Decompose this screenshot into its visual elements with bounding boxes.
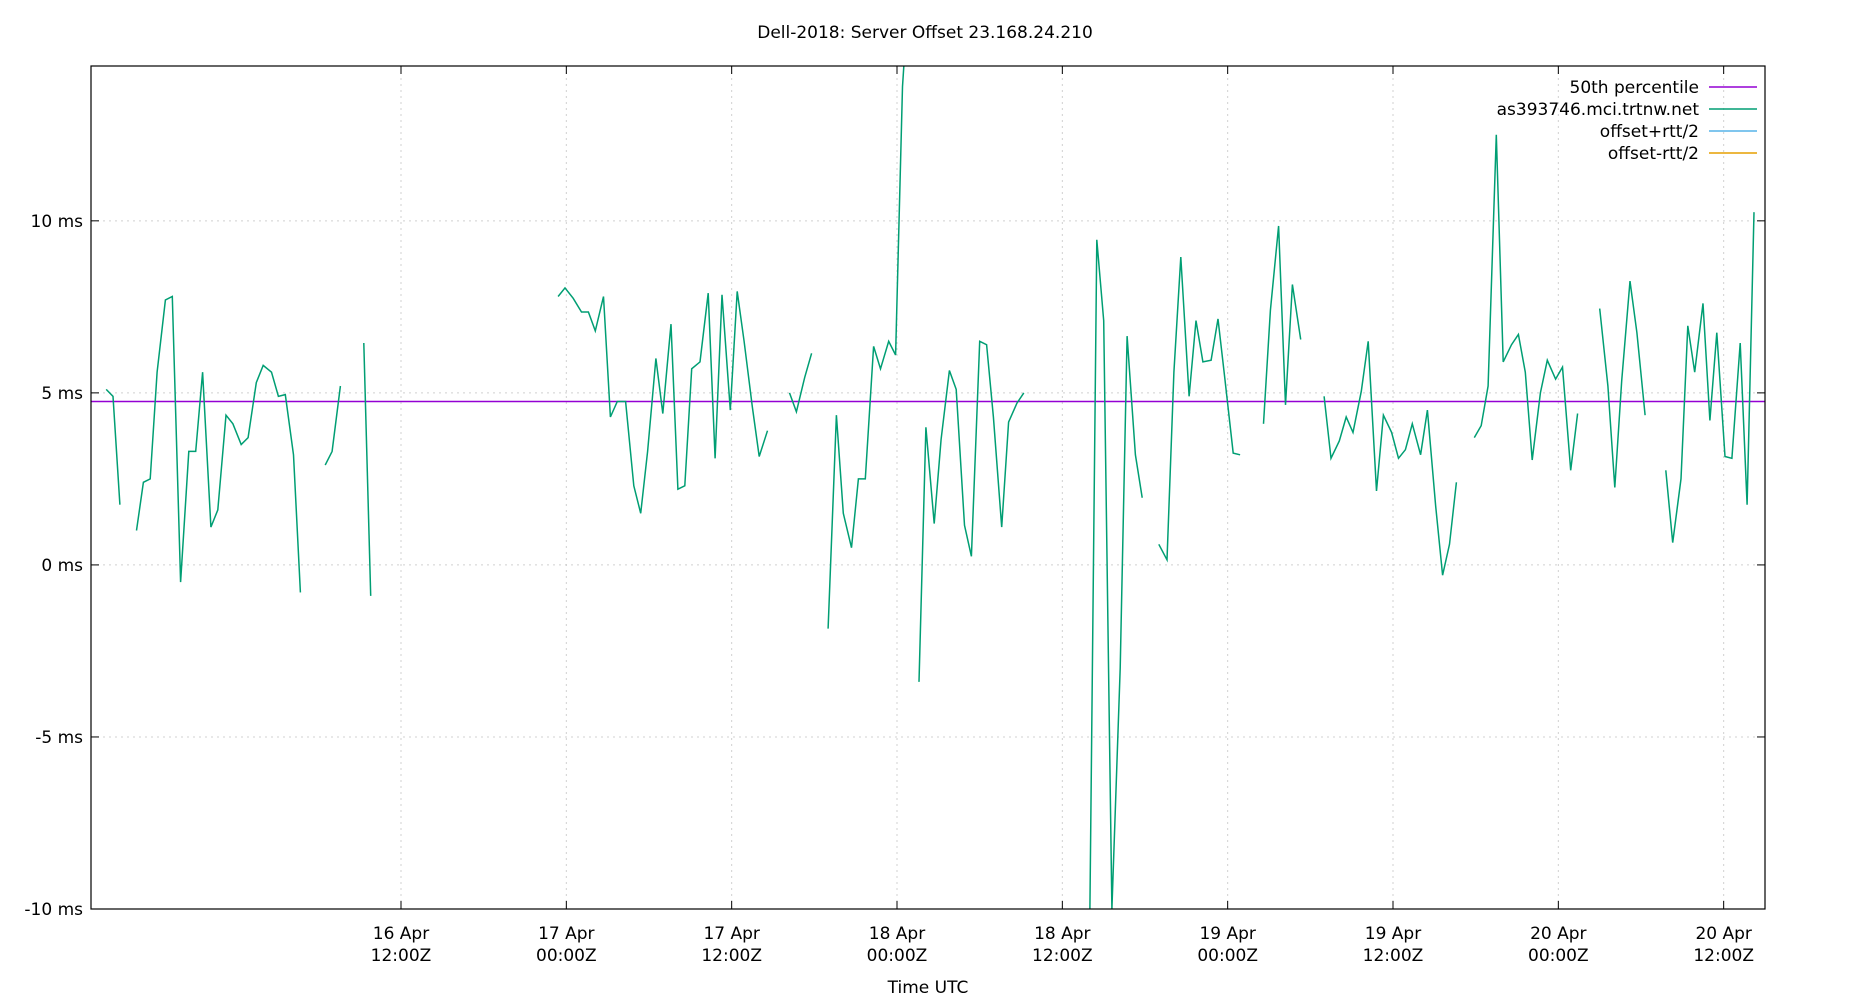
legend-label: as393746.mci.trtnw.net xyxy=(1497,100,1700,120)
x-tick-label-date: 16 Apr xyxy=(373,924,429,944)
series-line-segment xyxy=(105,388,121,505)
x-tick-label-time: 00:00Z xyxy=(1197,946,1258,966)
legend: 50th percentileas393746.mci.trtnw.netoff… xyxy=(1497,78,1757,164)
x-tick-label-time: 12:00Z xyxy=(1032,946,1093,966)
series-line-segment xyxy=(788,353,813,415)
x-tick-label-time: 12:00Z xyxy=(1363,946,1424,966)
legend-label: offset-rtt/2 xyxy=(1608,144,1699,164)
x-tick-label-time: 00:00Z xyxy=(1528,946,1589,966)
x-tick-label-date: 20 Apr xyxy=(1530,924,1586,944)
x-tick-label-time: 00:00Z xyxy=(536,946,597,966)
y-tick-label: 5 ms xyxy=(41,384,83,404)
y-tick-label: 10 ms xyxy=(31,212,84,232)
x-tick-label-date: 19 Apr xyxy=(1199,924,1255,944)
series-line-segment xyxy=(324,385,342,466)
x-tick-label-time: 00:00Z xyxy=(867,946,928,966)
series-line-segment xyxy=(1473,134,1579,471)
x-tick-label-date: 18 Apr xyxy=(1034,924,1090,944)
series-line-segment xyxy=(363,342,372,596)
series-line-segment xyxy=(1323,341,1458,576)
grid-layer xyxy=(91,66,1765,910)
legend-label: 50th percentile xyxy=(1570,78,1700,98)
series-line-segment xyxy=(1262,225,1302,424)
chart-title: Dell-2018: Server Offset 23.168.24.210 xyxy=(757,23,1093,43)
plot-area xyxy=(91,66,1850,909)
x-tick-label-date: 18 Apr xyxy=(869,924,925,944)
x-tick-label-time: 12:00Z xyxy=(1693,946,1754,966)
series-line-segment xyxy=(918,340,1025,682)
plot-frame xyxy=(90,65,1766,910)
series-line-segment xyxy=(1665,212,1755,543)
series-line-segment xyxy=(1158,256,1241,563)
y-tick-label: -5 ms xyxy=(35,728,83,748)
series-line-segment xyxy=(135,295,302,593)
x-tick-label-time: 12:00Z xyxy=(701,946,762,966)
x-tick-label-date: 19 Apr xyxy=(1365,924,1421,944)
x-tick-label-time: 12:00Z xyxy=(371,946,432,966)
x-tick-label-date: 17 Apr xyxy=(538,924,594,944)
x-tick-label-date: 20 Apr xyxy=(1695,924,1751,944)
x-axis-label: Time UTC xyxy=(887,978,969,998)
series-line-segment xyxy=(557,286,769,514)
series-line-segment xyxy=(1598,281,1646,488)
series-line-segment xyxy=(827,66,905,629)
y-tick-label: 0 ms xyxy=(41,556,83,576)
legend-label: offset+rtt/2 xyxy=(1600,122,1699,142)
x-tick-label-date: 17 Apr xyxy=(703,924,759,944)
y-tick-label: -10 ms xyxy=(24,900,83,920)
series-line-segment xyxy=(1089,239,1143,909)
series-line-segment xyxy=(1777,231,1813,663)
series-line-segment xyxy=(1822,202,1850,591)
